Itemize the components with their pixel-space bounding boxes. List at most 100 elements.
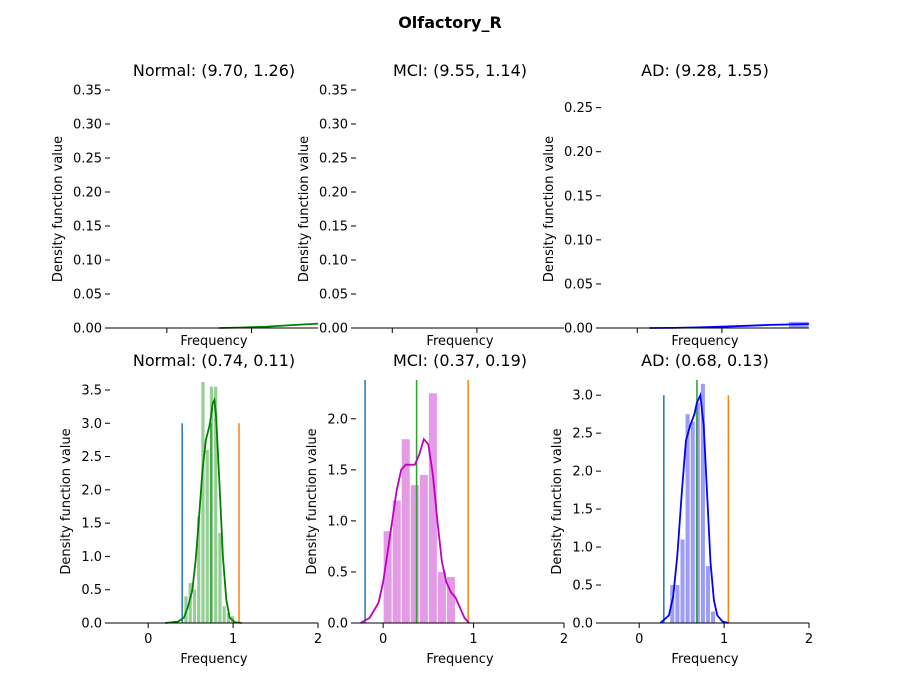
y-tick-label: 1.0 (81, 550, 102, 565)
y-axis-label: Density function value (305, 428, 320, 574)
density-curve (218, 322, 319, 329)
density-curve (165, 396, 242, 624)
x-tick-label: 1 (720, 632, 728, 647)
y-tick-label: 2.0 (572, 465, 593, 480)
subplot: 0.00 0.05 0.10 0.15 0.20 0.25 0.30 0.35 Frequenc… (51, 61, 319, 349)
histogram-bar (428, 393, 437, 623)
y-tick-label: 2.0 (81, 483, 102, 498)
x-axis-label: Frequency (671, 652, 738, 667)
x-tick-label: 1 (469, 632, 477, 647)
histogram-bar (392, 500, 401, 623)
histogram-bar (401, 439, 410, 623)
y-tick-label: 0.0 (81, 617, 102, 632)
y-tick-label: 0.00 (564, 322, 593, 337)
histogram-bar (383, 531, 392, 623)
density-curve (649, 323, 810, 329)
y-tick-label: 0.10 (319, 254, 348, 269)
y-tick-label: 0.05 (73, 288, 102, 303)
subplot: 0.00 0.05 0.10 0.15 0.20 0.25 Frequency Density… (542, 61, 810, 349)
y-tick-label: 0.05 (564, 277, 593, 292)
figure-title: Olfactory_R (398, 13, 502, 32)
y-tick-label: 2.5 (572, 427, 593, 442)
subplot: 0.00 0.05 0.10 0.15 0.20 0.25 0.30 0.35 Frequenc… (297, 61, 564, 349)
histogram-bar (201, 381, 205, 623)
histogram-bar (188, 583, 192, 623)
x-axis-label: Frequency (180, 652, 247, 667)
y-axis-label: Density function value (542, 136, 557, 282)
y-tick-label: 2.5 (81, 450, 102, 465)
y-tick-label: 0.35 (73, 84, 102, 99)
axes-grid: 0.000.050.100.150.200.250.300.35Frequenc… (51, 61, 813, 667)
x-tick-label: 2 (314, 632, 322, 647)
y-axis-label: Density function value (51, 136, 66, 282)
y-tick-label: 0.10 (73, 254, 102, 269)
subplot: 0.0 0.5 1.0 1.5 2.0 2.5 3.0 0 1 2 Frequency Density… (550, 351, 813, 667)
y-axis-label: Density function value (59, 428, 74, 574)
y-tick-label: 1.5 (81, 517, 102, 532)
histogram-bar (419, 474, 428, 623)
subplot-title: MCI: (0.37, 0.19) (393, 351, 527, 370)
subplot-title: MCI: (9.55, 1.14) (393, 61, 527, 80)
y-tick-label: 0.5 (327, 565, 348, 580)
x-axis-label: Frequency (426, 334, 493, 349)
x-axis-label: Frequency (671, 334, 738, 349)
histogram-bar (205, 449, 209, 623)
histogram-bar (685, 414, 690, 623)
subplot-title: Normal: (0.74, 0.11) (133, 351, 295, 370)
histogram-bar (214, 386, 218, 623)
y-tick-label: 0.15 (73, 220, 102, 235)
x-tick-label: 0 (144, 632, 152, 647)
x-tick-label: 2 (560, 632, 568, 647)
y-tick-label: 0.35 (319, 84, 348, 99)
y-tick-label: 0.5 (81, 583, 102, 598)
y-tick-label: 3.0 (81, 417, 102, 432)
y-tick-label: 0.30 (319, 118, 348, 133)
y-axis-label: Density function value (297, 136, 312, 282)
y-tick-label: 0.25 (73, 152, 102, 167)
histogram-bar (695, 402, 700, 623)
histogram-bar (711, 611, 716, 623)
y-tick-label: 0.15 (564, 189, 593, 204)
y-tick-label: 2.0 (327, 412, 348, 427)
histogram-bar (197, 516, 201, 623)
y-tick-label: 1.0 (327, 514, 348, 529)
y-tick-label: 0.00 (319, 322, 348, 337)
y-axis-label: Density function value (550, 428, 565, 574)
y-tick-label: 0.30 (73, 118, 102, 133)
histogram-bar (705, 566, 711, 623)
y-tick-label: 0.20 (73, 186, 102, 201)
y-tick-label: 0.0 (572, 617, 593, 632)
y-tick-label: 0.0 (327, 617, 348, 632)
subplot-title: AD: (9.28, 1.55) (641, 61, 769, 80)
y-tick-label: 0.15 (319, 220, 348, 235)
x-axis-label: Frequency (426, 652, 493, 667)
x-tick-label: 1 (229, 632, 237, 647)
histogram-bar (410, 485, 419, 623)
y-tick-label: 0.20 (564, 145, 593, 160)
histogram-bar (690, 421, 695, 623)
subplot: 0.0 0.5 1.0 1.5 2.0 2.5 3.0 3.5 0 1 2 Frequency Dens… (59, 351, 322, 667)
y-tick-label: 1.5 (327, 463, 348, 478)
histogram-bar (680, 539, 685, 623)
y-tick-label: 0.05 (319, 288, 348, 303)
x-tick-label: 0 (635, 632, 643, 647)
histogram-bar (222, 606, 226, 623)
y-tick-label: 0.20 (319, 186, 348, 201)
y-tick-label: 0.25 (319, 152, 348, 167)
histogram-bar (192, 589, 197, 623)
y-tick-label: 0.5 (572, 579, 593, 594)
y-tick-label: 0.10 (564, 233, 593, 248)
subplot-title: AD: (0.68, 0.13) (641, 351, 769, 370)
density-curve (360, 437, 470, 624)
y-tick-label: 0.00 (73, 322, 102, 337)
y-tick-label: 3.0 (572, 389, 593, 404)
histogram-bar (218, 533, 222, 623)
y-tick-label: 3.5 (81, 383, 102, 398)
density-curve (659, 391, 729, 624)
y-tick-label: 0.25 (564, 101, 593, 116)
histogram-bar (700, 383, 705, 623)
x-tick-label: 0 (379, 632, 387, 647)
histogram-bar (437, 571, 446, 623)
y-tick-label: 1.5 (572, 503, 593, 518)
